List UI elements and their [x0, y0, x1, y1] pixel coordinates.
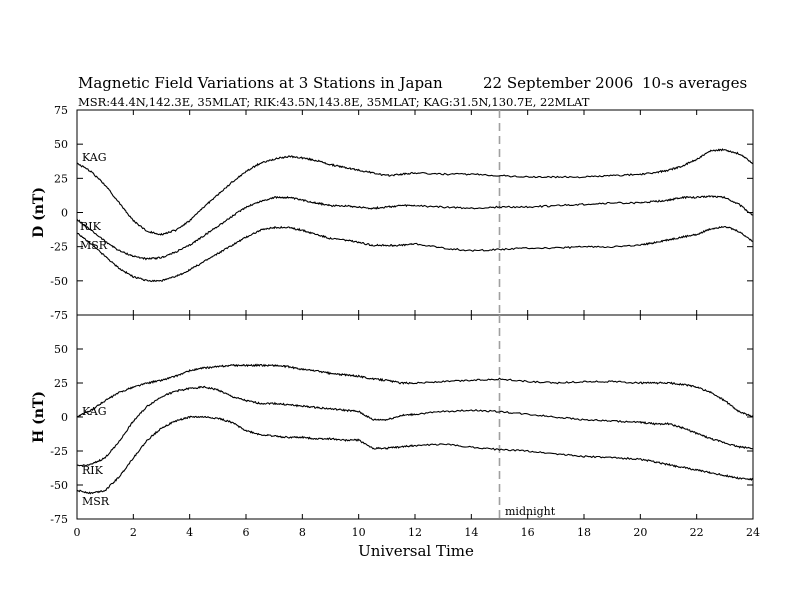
y-tick-label-H: -25	[50, 445, 68, 458]
chart-averaging: 10-s averages	[642, 74, 747, 92]
y-axis-label-H: H (nT)	[31, 391, 47, 443]
chart-subtitle: MSR:44.4N,142.3E, 35MLAT; RIK:43.5N,143.…	[78, 95, 590, 109]
station-label-D-msr: MSR	[80, 239, 108, 252]
x-tick-label: 8	[299, 526, 306, 539]
series-line-D-msr	[76, 225, 754, 283]
series-line-D-kag	[76, 148, 754, 236]
y-tick-label-D: 0	[61, 207, 68, 220]
x-tick-label: 10	[352, 526, 366, 539]
panel-frame-D	[76, 109, 754, 316]
panel-frame-H	[76, 314, 754, 520]
x-tick-label: 12	[408, 526, 422, 539]
y-tick-label-D: -50	[50, 275, 68, 288]
chart-title: Magnetic Field Variations at 3 Stations …	[78, 74, 443, 92]
x-axis-label: Universal Time	[358, 542, 474, 560]
series-line-H-msr	[76, 415, 754, 495]
series-line-H-rik	[76, 385, 754, 468]
y-tick-label-H: -75	[50, 513, 68, 526]
x-tick-label: 14	[464, 526, 478, 539]
x-tick-label: 2	[130, 526, 137, 539]
x-tick-label: 16	[521, 526, 535, 539]
y-tick-label-D: -25	[50, 241, 68, 254]
y-tick-label-D: -75	[50, 309, 68, 322]
y-axis-label-D: D (nT)	[31, 187, 47, 238]
x-tick-label: 0	[74, 526, 81, 539]
chart-date: 22 September 2006	[483, 74, 633, 92]
y-tick-label-D: 50	[54, 138, 68, 151]
x-tick-label: 6	[243, 526, 250, 539]
x-tick-label: 20	[633, 526, 647, 539]
x-tick-label: 24	[746, 526, 760, 539]
x-tick-label: 18	[577, 526, 591, 539]
y-tick-label-H: 0	[61, 411, 68, 424]
series-line-H-kag	[76, 363, 754, 418]
y-tick-label-D: 25	[54, 172, 68, 185]
station-label-D-kag: KAG	[82, 151, 107, 164]
y-tick-label-H: 25	[54, 377, 68, 390]
x-tick-label: 4	[186, 526, 193, 539]
station-label-D-rik: RIK	[80, 220, 102, 233]
plot-area: -75 -50 -25 0 25 50 75 D (nT) KAG RIK MSR -75 -50 -25…	[31, 104, 760, 539]
station-label-H-msr: MSR	[82, 495, 110, 508]
y-tick-label-H: -50	[50, 479, 68, 492]
station-label-H-rik: RIK	[82, 464, 104, 477]
y-tick-label-H: 50	[54, 343, 68, 356]
x-tick-label: 22	[690, 526, 704, 539]
y-tick-label-D: 75	[54, 104, 68, 117]
midnight-annotation: midnight	[505, 505, 556, 518]
series-line-D-rik	[76, 195, 754, 261]
station-label-H-kag: KAG	[82, 405, 107, 418]
